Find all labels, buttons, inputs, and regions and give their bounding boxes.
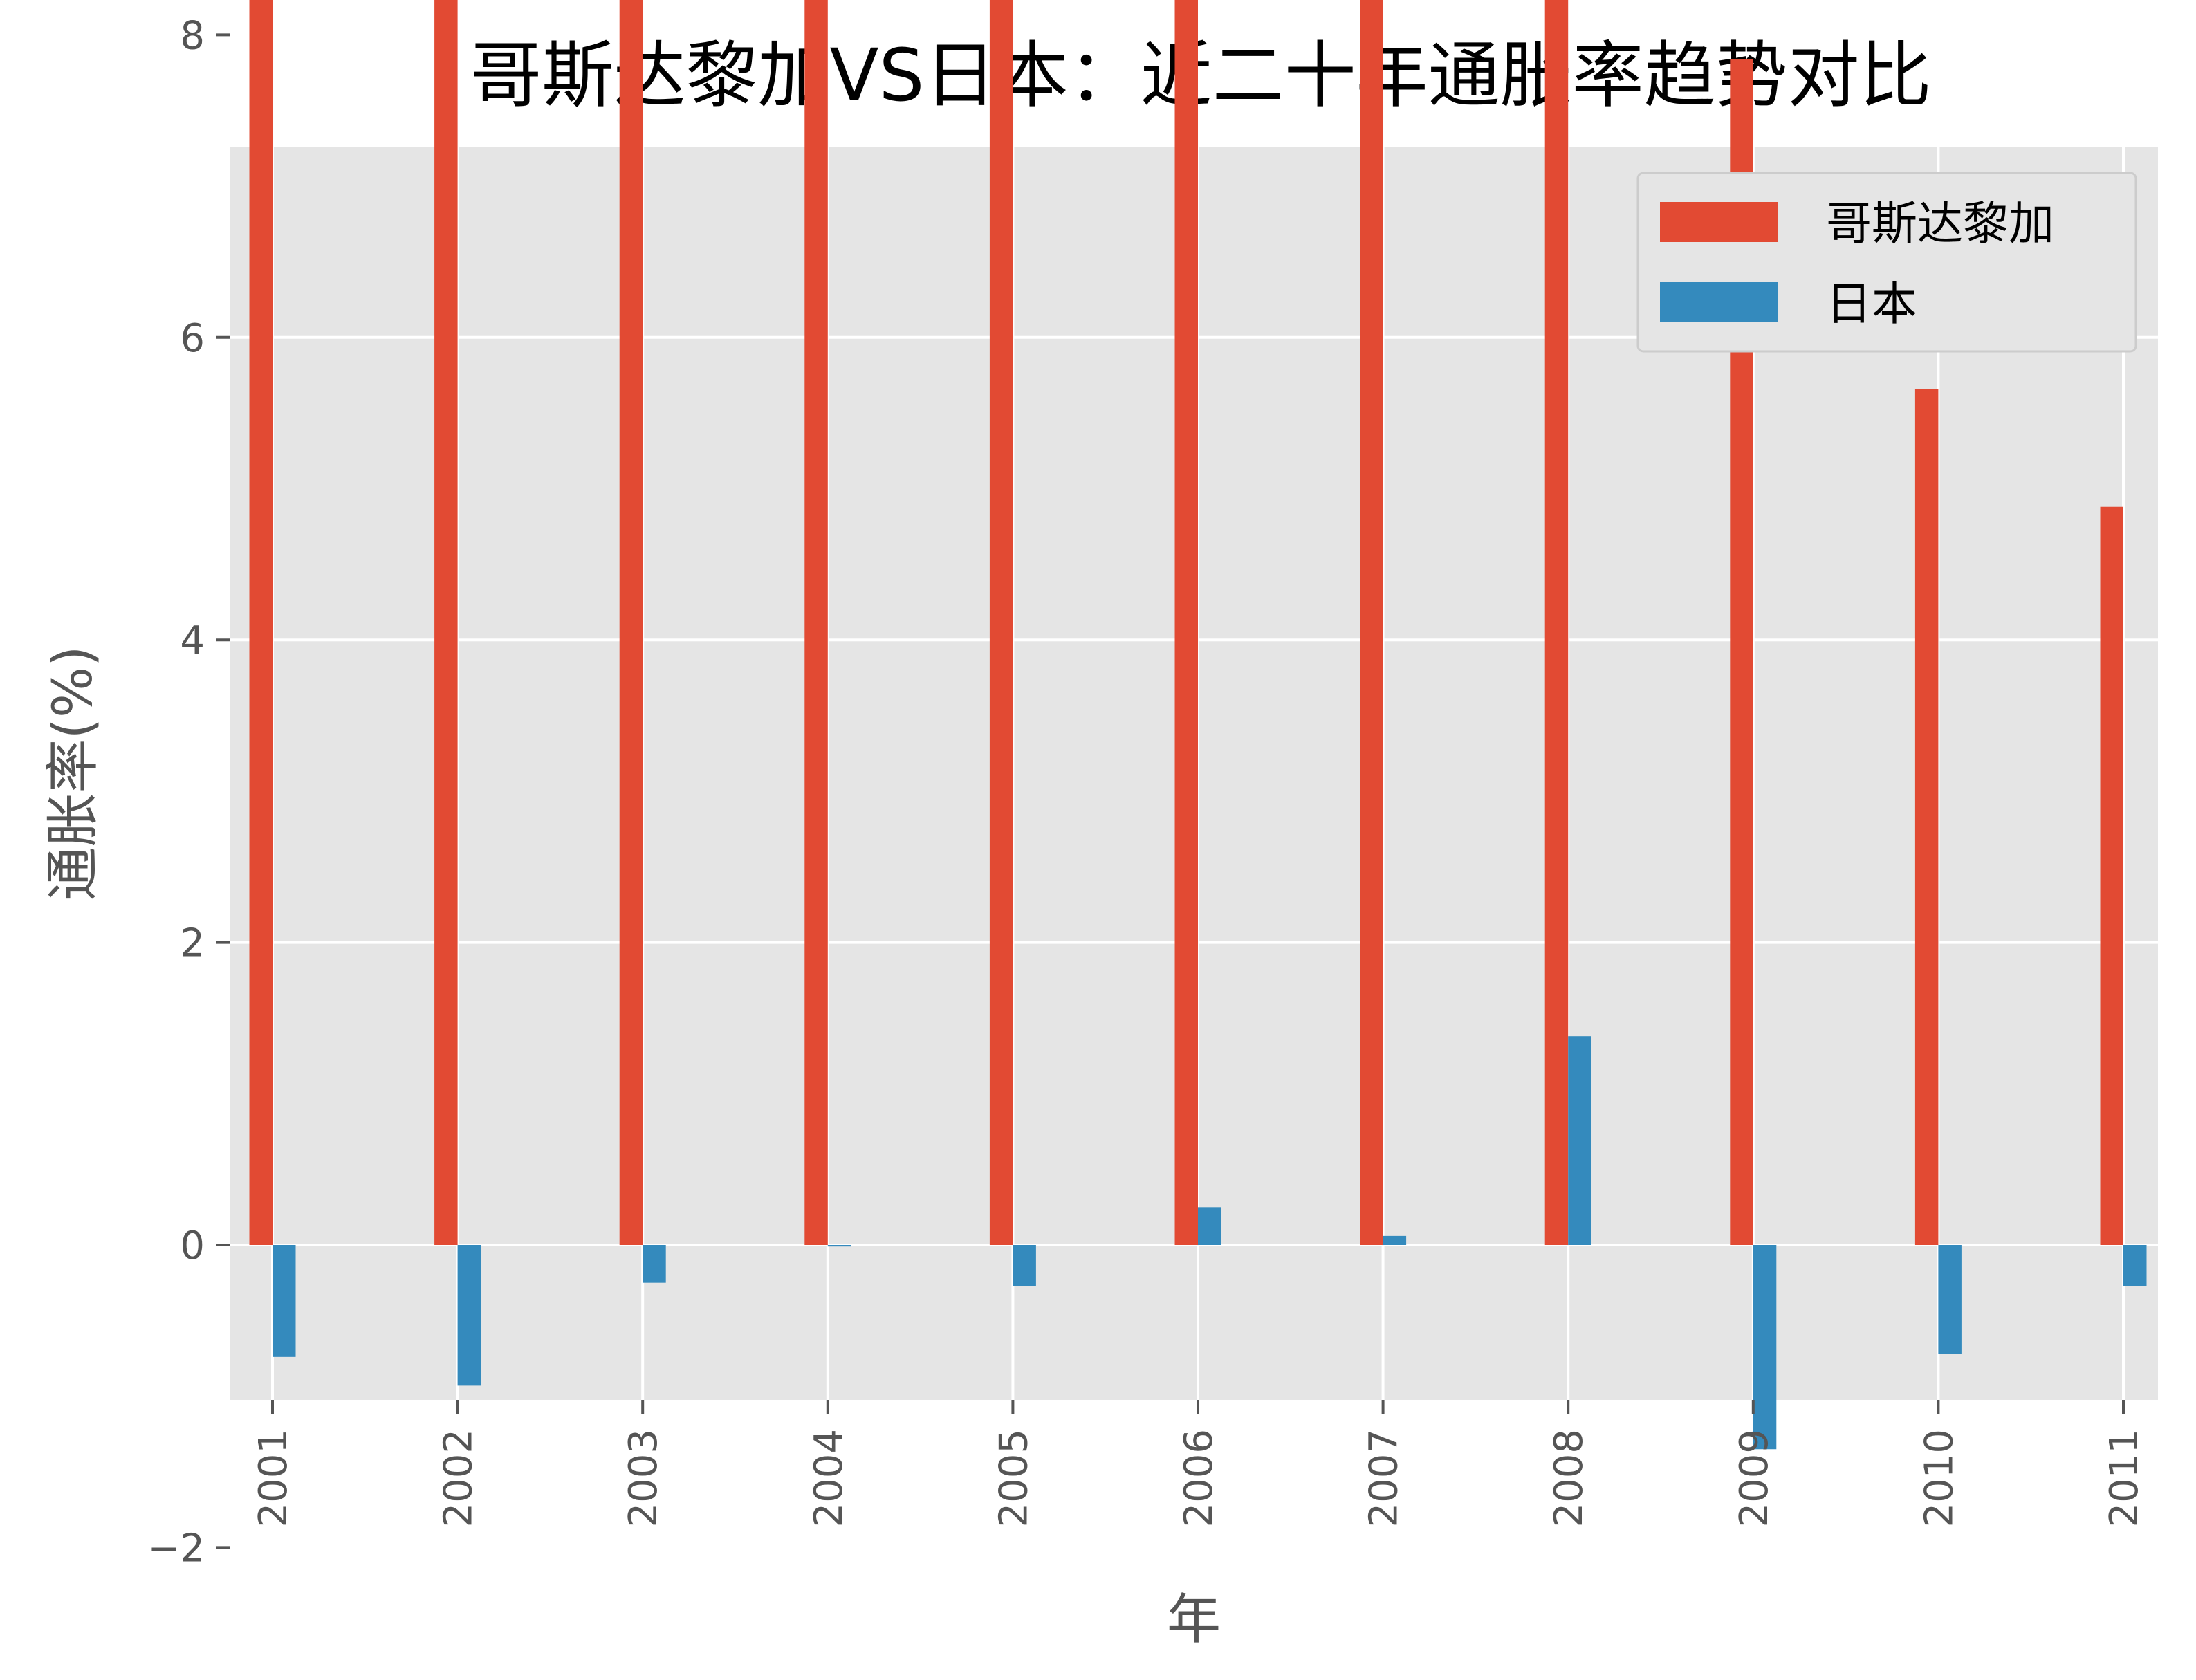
y-tick-label: 4 <box>180 618 205 663</box>
bar-japan-2003 <box>643 1245 666 1283</box>
bar-japan-2004 <box>827 1245 851 1247</box>
bar-costa-rica-2007 <box>1360 0 1383 1245</box>
bar-japan-2007 <box>1383 1235 1407 1245</box>
bar-japan-2009 <box>1753 1245 1777 1450</box>
bar-japan-2001 <box>273 1245 296 1357</box>
y-axis-label: 通胀率(%) <box>42 646 104 901</box>
x-tick-label: 2001 <box>251 1429 296 1528</box>
x-axis-label: 年 <box>1167 1589 1221 1651</box>
bar-costa-rica-2003 <box>619 0 643 1246</box>
x-tick-label: 2005 <box>991 1429 1036 1528</box>
legend-swatch-costa-rica <box>1660 202 1778 242</box>
y-tick-label: 6 <box>180 316 205 361</box>
y-tick-label: −2 <box>147 1526 205 1571</box>
y-tick-label: 0 <box>180 1224 205 1268</box>
x-tick-label: 2003 <box>621 1429 666 1528</box>
bar-costa-rica-2005 <box>989 0 1013 1245</box>
bar-costa-rica-2006 <box>1174 0 1198 1245</box>
bar-costa-rica-2004 <box>804 0 828 1246</box>
y-tick-label: 2 <box>180 921 205 966</box>
bar-costa-rica-2008 <box>1544 0 1569 1246</box>
bar-japan-2005 <box>1013 1245 1036 1286</box>
bar-costa-rica-2011 <box>2100 506 2123 1245</box>
bars <box>249 0 2147 1450</box>
bar-japan-2002 <box>457 1245 481 1386</box>
bar-japan-2011 <box>2123 1245 2147 1286</box>
bar-costa-rica-2001 <box>249 0 273 1245</box>
x-tick-label: 2002 <box>436 1429 481 1528</box>
axes: −202468101214200120022003200420052006200… <box>147 13 2147 1571</box>
legend: 哥斯达黎加 日本 <box>1636 172 2137 353</box>
bar-japan-2010 <box>1938 1245 1962 1354</box>
x-tick-label: 2006 <box>1177 1429 1221 1528</box>
x-tick-label: 2009 <box>1732 1429 1777 1528</box>
bar-costa-rica-2010 <box>1914 389 1939 1246</box>
legend-label-japan: 日本 <box>1826 277 1917 331</box>
x-tick-label: 2007 <box>1362 1429 1407 1528</box>
bar-japan-2006 <box>1198 1207 1221 1245</box>
x-tick-label: 2008 <box>1547 1429 1591 1528</box>
chart-title: 哥斯达黎加VS日本：近二十年通胀率趋势对比 <box>470 33 1931 118</box>
bar-japan-2008 <box>1568 1036 1591 1245</box>
legend-label-costa-rica: 哥斯达黎加 <box>1826 197 2054 250</box>
legend-swatch-japan <box>1660 282 1778 322</box>
x-tick-label: 2004 <box>806 1429 851 1528</box>
x-tick-label: 2011 <box>2102 1429 2147 1528</box>
bar-costa-rica-2002 <box>434 0 458 1245</box>
y-tick-label: 8 <box>180 13 205 58</box>
x-tick-label: 2010 <box>1917 1429 1962 1528</box>
